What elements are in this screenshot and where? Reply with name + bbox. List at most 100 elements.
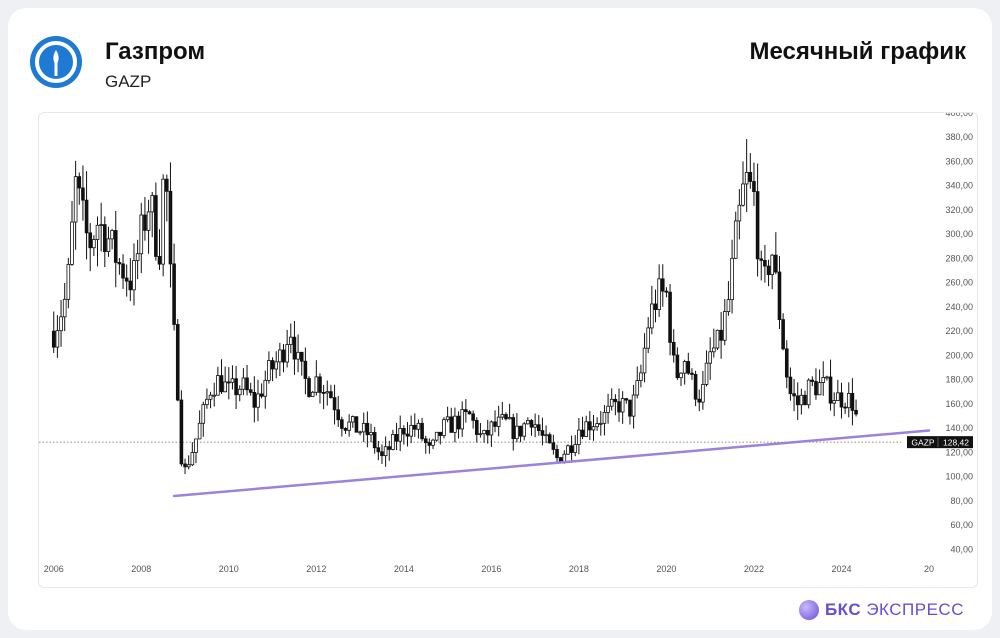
candle-body <box>387 446 392 450</box>
candle-body <box>92 239 96 249</box>
candle-body <box>405 433 410 437</box>
candle-body <box>325 391 330 394</box>
chart-area: 40,00 60,00 80,00 100,00 120,00 140,00 160,00 1… <box>38 112 978 588</box>
candle-body <box>657 278 661 310</box>
candle-body <box>580 429 585 437</box>
candle-body <box>62 298 67 318</box>
candle-body <box>478 433 483 436</box>
candle-body <box>445 416 450 421</box>
candle-body <box>679 372 683 379</box>
candle-body <box>402 428 406 435</box>
candle-body <box>507 417 512 420</box>
candle-body <box>365 422 370 436</box>
candle-body <box>150 195 155 213</box>
candle-body <box>281 349 286 363</box>
candle-body <box>270 360 275 370</box>
chart-card: Газпром GAZP Месячный график 40,00 60,00 8… <box>8 8 992 630</box>
candle-body <box>551 442 556 450</box>
candle-body <box>515 425 519 440</box>
candle-body <box>285 344 289 363</box>
candle-body <box>81 187 85 201</box>
y-tick-label: 80,00 <box>950 496 973 506</box>
candle-body <box>70 221 74 265</box>
candle-body <box>602 412 607 424</box>
candle-body <box>555 449 559 459</box>
candle-body <box>165 178 169 192</box>
candle-body <box>642 347 647 374</box>
candle-body <box>595 423 599 428</box>
x-tick-label: 2010 <box>219 564 239 574</box>
candle-body <box>318 376 322 393</box>
candle-body <box>380 451 384 457</box>
candle-body <box>770 254 774 276</box>
candle-body <box>730 257 734 301</box>
candle-body <box>205 398 209 406</box>
candle-body <box>88 232 93 249</box>
candle-body <box>566 445 570 455</box>
candle-body <box>799 394 804 406</box>
x-tick-label: 2020 <box>656 564 676 574</box>
candle-body <box>369 432 373 436</box>
candle-body <box>518 425 523 437</box>
candle-body <box>719 329 723 341</box>
price-tag-value: 128,42 <box>943 438 969 448</box>
candle-body <box>573 444 578 453</box>
brand-name-rest: ЭКСПРЕСС <box>861 600 964 619</box>
candle-body <box>223 381 227 393</box>
y-tick-label: 160,00 <box>945 399 973 409</box>
candle-body <box>788 376 793 395</box>
ticker-symbol: GAZP <box>105 72 152 91</box>
candle-body <box>420 422 424 440</box>
candle-body <box>635 380 640 396</box>
candle-body <box>73 176 78 223</box>
y-tick-label: 400,00 <box>945 113 973 118</box>
company-name: Газпром <box>105 38 206 65</box>
chart-title: Месячный график <box>749 38 967 65</box>
candle-body <box>252 392 257 408</box>
candle-body <box>493 421 497 427</box>
candle-body <box>453 415 457 433</box>
candle-body <box>810 379 815 382</box>
y-tick-label: 360,00 <box>945 156 973 166</box>
y-tick-label: 120,00 <box>945 447 973 457</box>
candle-body <box>569 445 574 453</box>
candle-body <box>631 394 636 417</box>
candle-body <box>766 265 771 276</box>
candle-body <box>504 414 508 420</box>
bks-logo-icon <box>798 600 819 620</box>
bks-brand: БКС ЭКСПРЕСС <box>798 598 964 622</box>
candle-body <box>99 224 103 226</box>
candle-body <box>372 432 377 449</box>
brand-name-bold: БКС <box>824 600 862 619</box>
candle-body <box>376 447 381 453</box>
candle-body <box>558 457 563 462</box>
candle-body <box>227 381 231 384</box>
candle-body <box>839 392 844 408</box>
candle-body <box>208 394 213 400</box>
candle-body <box>394 434 399 442</box>
candle-body <box>321 392 326 394</box>
candle-body <box>803 394 807 406</box>
candle-body <box>103 224 107 252</box>
candle-body <box>299 351 304 362</box>
candle-body <box>620 398 625 413</box>
y-tick-label: 380,00 <box>945 132 973 142</box>
candle-body <box>617 401 621 413</box>
candle-body <box>660 278 665 292</box>
candle-body <box>697 398 702 403</box>
candle-body <box>806 379 811 406</box>
candle-body <box>416 422 421 430</box>
candle-body <box>613 398 618 403</box>
candle-body <box>391 434 395 450</box>
candle-body <box>248 389 253 393</box>
candle-body <box>343 428 348 431</box>
candle-body <box>121 263 125 279</box>
candle-body <box>194 438 198 453</box>
gazprom-logo-icon <box>30 36 82 88</box>
candle-body <box>256 393 260 408</box>
y-tick-label: 100,00 <box>945 472 973 482</box>
candle-body <box>704 362 709 385</box>
candle-body <box>423 438 428 444</box>
candle-body <box>183 463 187 468</box>
candle-body <box>639 372 643 382</box>
